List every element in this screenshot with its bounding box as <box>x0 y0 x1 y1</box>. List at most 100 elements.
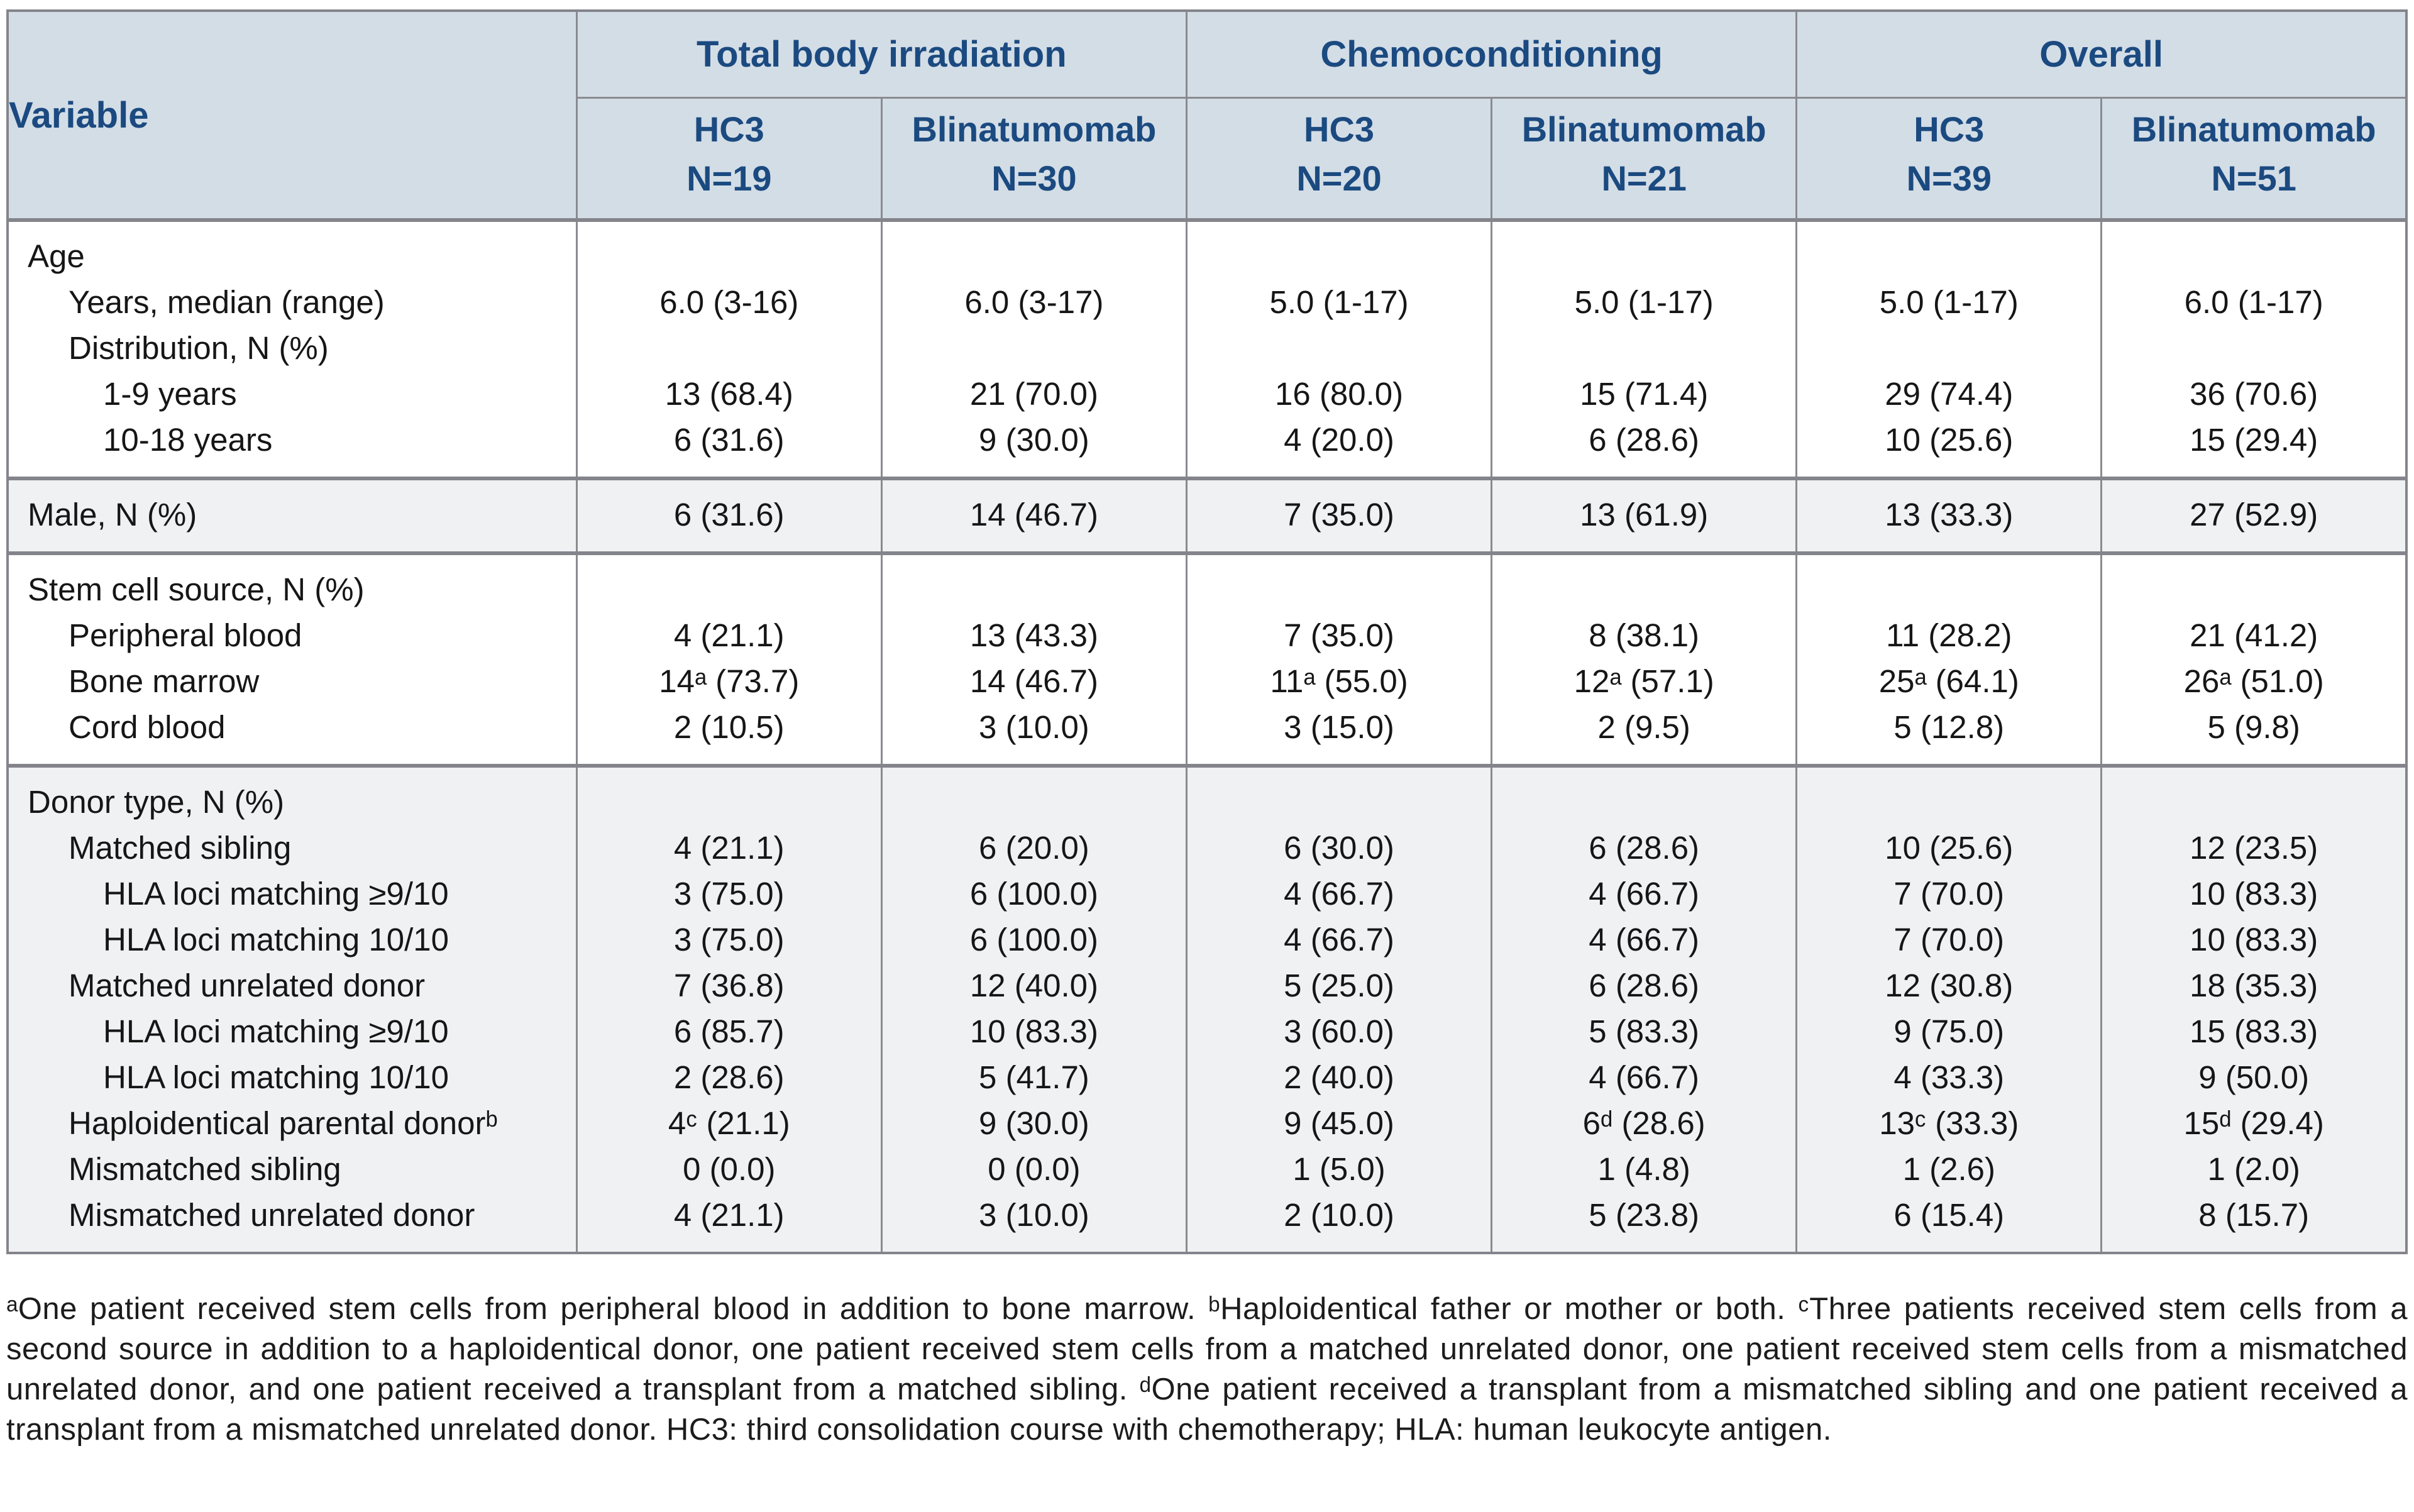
cell-value: 9 (30.0) <box>880 1100 1188 1146</box>
row-label: Matched unrelated donor <box>6 963 578 1008</box>
cell-value <box>880 766 1188 825</box>
column-n: N=20 <box>1296 158 1382 198</box>
cell-value <box>2100 766 2408 825</box>
row-label: Peripheral blood <box>6 612 578 658</box>
cell-value: 5 (12.8) <box>1795 704 2103 766</box>
cell-value <box>1491 220 1798 279</box>
cell-value: 3 (10.0) <box>880 704 1188 766</box>
cell-value: 5 (9.8) <box>2100 704 2408 766</box>
row-label: 10-18 years <box>6 417 578 478</box>
row-label: Distribution, N (%) <box>6 325 578 371</box>
cell-value <box>575 325 883 371</box>
cell-value: 11ᵃ (55.0) <box>1185 658 1493 704</box>
cell-value: 6 (15.4) <box>1795 1192 2103 1253</box>
row-label: HLA loci matching ≥9/10 <box>6 871 578 917</box>
cell-value: 15 (29.4) <box>2100 417 2408 478</box>
row-label: Years, median (range) <box>6 279 578 325</box>
row-label: Stem cell source, N (%) <box>6 553 578 612</box>
cell-value <box>1795 220 2103 279</box>
cell-value: 7 (36.8) <box>575 963 883 1008</box>
cell-value: 10 (83.3) <box>2100 917 2408 963</box>
cell-value: 21 (41.2) <box>2100 612 2408 658</box>
cell-value: 6.0 (1-17) <box>2100 279 2408 325</box>
cell-value: 25ᵃ (64.1) <box>1795 658 2103 704</box>
column-header-hc3-chemo: HC3 N=20 <box>1185 97 1493 220</box>
table-row: Matched unrelated donor 7 (36.8) 12 (40.0)… <box>6 963 2408 1008</box>
cell-value: 10 (83.3) <box>2100 871 2408 917</box>
cell-value: 36 (70.6) <box>2100 371 2408 417</box>
section-stem-cell-source: Stem cell source, N (%) Peripheral blood 4… <box>6 553 2408 766</box>
row-label: Age <box>6 220 578 279</box>
cell-value: 3 (60.0) <box>1185 1008 1493 1054</box>
cell-value: 9 (30.0) <box>880 417 1188 478</box>
cell-value: 5.0 (1-17) <box>1491 279 1798 325</box>
cell-value: 1 (4.8) <box>1491 1146 1798 1192</box>
table-header: Variable Total body irradiation Chemocon… <box>6 11 2408 221</box>
table-row: Bone marrow 14ᵃ (73.7) 14 (46.7) 11ᵃ (55.0)… <box>6 658 2408 704</box>
cell-value: 16 (80.0) <box>1185 371 1493 417</box>
cell-value: 4 (66.7) <box>1185 917 1493 963</box>
cell-value: 1 (2.6) <box>1795 1146 2103 1192</box>
cell-value <box>2100 220 2408 279</box>
cell-value: 2 (9.5) <box>1491 704 1798 766</box>
cell-value: 5 (41.7) <box>880 1054 1188 1100</box>
cell-value <box>1795 553 2103 612</box>
cell-value <box>1185 220 1493 279</box>
cell-value: 21 (70.0) <box>880 371 1188 417</box>
cell-value: 14ᵃ (73.7) <box>575 658 883 704</box>
cell-value: 12 (23.5) <box>2100 825 2408 871</box>
cell-value: 15ᵈ (29.4) <box>2100 1100 2408 1146</box>
sub-header-row: HC3 N=19 Blinatumomab N=30 HC3 N=20 Blin… <box>8 97 2408 220</box>
cell-value: 6 (28.6) <box>1491 825 1798 871</box>
cell-value: 9 (50.0) <box>2100 1054 2408 1100</box>
row-label: Male, N (%) <box>6 478 578 553</box>
cell-value: 13ᶜ (33.3) <box>1795 1100 2103 1146</box>
cell-value: 10 (83.3) <box>880 1008 1188 1054</box>
cell-value: 4 (66.7) <box>1491 1054 1798 1100</box>
column-name: HC3 <box>1304 109 1375 149</box>
group-header-total-body-irradiation: Total body irradiation <box>575 11 1188 99</box>
column-n: N=19 <box>686 158 772 198</box>
cell-value <box>1185 766 1493 825</box>
cell-value: 0 (0.0) <box>880 1146 1188 1192</box>
cell-value: 12 (40.0) <box>880 963 1188 1008</box>
cell-value: 9 (75.0) <box>1795 1008 2103 1054</box>
cell-value: 3 (75.0) <box>575 917 883 963</box>
table-row: Age <box>6 220 2408 279</box>
column-header-variable: Variable <box>6 11 578 221</box>
table-row: HLA loci matching ≥9/10 6 (85.7) 10 (83.3)… <box>6 1008 2408 1054</box>
cell-value: 13 (61.9) <box>1491 478 1798 553</box>
cell-value: 11 (28.2) <box>1795 612 2103 658</box>
cell-value <box>880 325 1188 371</box>
cell-value: 6 (20.0) <box>880 825 1188 871</box>
column-n: N=21 <box>1601 158 1687 198</box>
cell-value: 6.0 (3-16) <box>575 279 883 325</box>
row-label: Bone marrow <box>6 658 578 704</box>
cell-value <box>575 553 883 612</box>
cell-value: 1 (2.0) <box>2100 1146 2408 1192</box>
cell-value: 15 (71.4) <box>1491 371 1798 417</box>
cell-value <box>1185 553 1493 612</box>
table-row: Mismatched unrelated donor 4 (21.1) 3 (10.… <box>6 1192 2408 1253</box>
cell-value: 5.0 (1-17) <box>1795 279 2103 325</box>
cell-value <box>1795 325 2103 371</box>
cell-value: 1 (5.0) <box>1185 1146 1493 1192</box>
table-footnote: ᵃOne patient received stem cells from pe… <box>6 1292 2408 1447</box>
cell-value: 2 (28.6) <box>575 1054 883 1100</box>
cell-value: 10 (25.6) <box>1795 417 2103 478</box>
row-label: Cord blood <box>6 704 578 766</box>
cell-value: 14 (46.7) <box>880 478 1188 553</box>
column-n: N=30 <box>991 158 1077 198</box>
cell-value: 4 (21.1) <box>575 825 883 871</box>
group-header-chemoconditioning: Chemoconditioning <box>1185 11 1798 99</box>
cell-value <box>1185 325 1493 371</box>
cell-value: 7 (70.0) <box>1795 871 2103 917</box>
cell-value: 5 (83.3) <box>1491 1008 1798 1054</box>
cell-value: 27 (52.9) <box>2100 478 2408 553</box>
group-header-overall: Overall <box>1795 11 2408 99</box>
column-name: Blinatumomab <box>2131 109 2376 149</box>
section-donor-type: Donor type, N (%) Matched sibling 4 (21.1)… <box>6 766 2408 1253</box>
cell-value: 2 (40.0) <box>1185 1054 1493 1100</box>
cell-value <box>1491 325 1798 371</box>
cell-value <box>2100 553 2408 612</box>
